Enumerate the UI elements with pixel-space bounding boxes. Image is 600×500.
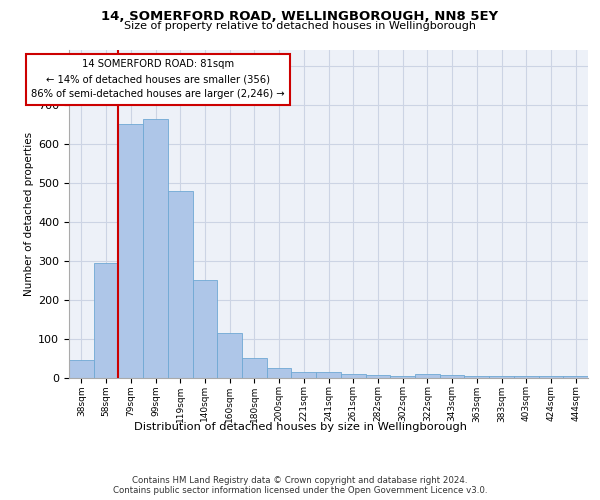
Text: Contains HM Land Registry data © Crown copyright and database right 2024.: Contains HM Land Registry data © Crown c… [132, 476, 468, 485]
Bar [292, 372, 316, 378]
Bar [514, 376, 539, 378]
Text: 14, SOMERFORD ROAD, WELLINGBOROUGH, NN8 5EY: 14, SOMERFORD ROAD, WELLINGBOROUGH, NN8 … [101, 10, 499, 23]
Bar [415, 374, 440, 378]
Bar [168, 191, 193, 378]
Bar [143, 119, 168, 378]
Bar [316, 372, 341, 378]
Bar [69, 360, 94, 378]
Bar [390, 376, 415, 378]
Text: Contains public sector information licensed under the Open Government Licence v3: Contains public sector information licen… [113, 486, 487, 495]
Text: Size of property relative to detached houses in Wellingborough: Size of property relative to detached ho… [124, 21, 476, 31]
Bar [267, 368, 292, 378]
Bar [464, 376, 489, 378]
Bar [489, 376, 514, 378]
Bar [242, 358, 267, 378]
Y-axis label: Number of detached properties: Number of detached properties [24, 132, 34, 296]
Text: Distribution of detached houses by size in Wellingborough: Distribution of detached houses by size … [133, 422, 467, 432]
Bar [440, 375, 464, 378]
Bar [118, 124, 143, 378]
Bar [341, 374, 365, 378]
Bar [217, 334, 242, 378]
Bar [365, 375, 390, 378]
Bar [94, 264, 118, 378]
Text: 14 SOMERFORD ROAD: 81sqm
← 14% of detached houses are smaller (356)
86% of semi-: 14 SOMERFORD ROAD: 81sqm ← 14% of detach… [31, 60, 285, 99]
Bar [563, 376, 588, 378]
Bar [193, 280, 217, 378]
Bar [539, 376, 563, 378]
